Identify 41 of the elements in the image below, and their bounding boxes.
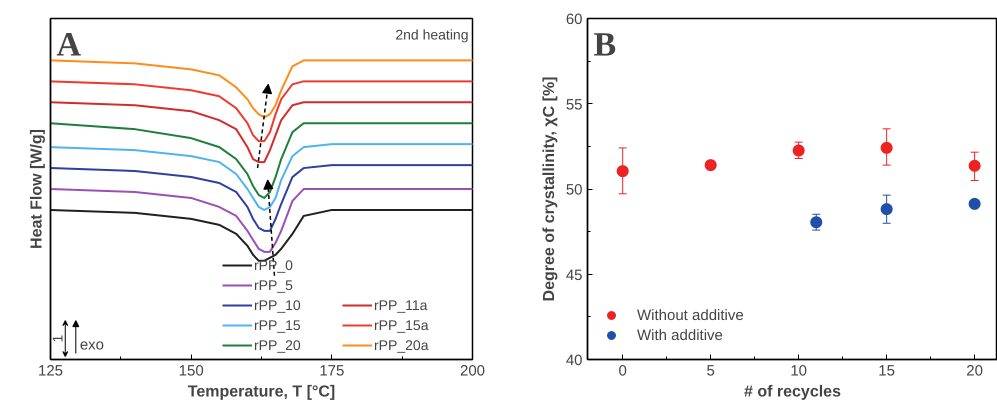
legend-label: rPP_5 xyxy=(254,277,293,293)
y-tick-label: 60 xyxy=(566,11,583,28)
point xyxy=(880,203,893,216)
y-axis-title: Heat Flow [W/g] xyxy=(28,129,46,249)
y-tick-label: 40 xyxy=(566,352,583,369)
x-tick-label: 20 xyxy=(966,362,983,380)
legend-label: rPP_0 xyxy=(254,257,293,273)
x-tick-label: 150 xyxy=(178,362,204,380)
annotation: exo xyxy=(80,336,104,354)
legend-label: rPP_15 xyxy=(254,317,301,333)
x-tick-label: 175 xyxy=(319,362,344,380)
point xyxy=(810,216,822,228)
x-tick-label: 5 xyxy=(706,362,715,380)
annotation: 1 xyxy=(49,334,66,342)
legend-label: Without additive xyxy=(637,306,744,324)
legend-label: rPP_20a xyxy=(374,337,428,353)
point xyxy=(616,165,629,178)
y-tick-label: 45 xyxy=(566,266,583,284)
point xyxy=(968,160,981,172)
x-tick-label: 15 xyxy=(878,362,895,380)
legend-label: With additive xyxy=(637,326,723,344)
legend-label: rPP_20 xyxy=(254,337,301,353)
x-tick-label: 10 xyxy=(790,362,808,380)
y-tick-label: 50 xyxy=(566,182,583,198)
point xyxy=(792,144,805,156)
chart-title: A xyxy=(56,26,82,64)
point xyxy=(968,198,981,210)
point xyxy=(704,159,717,172)
x-tick-label: 0 xyxy=(618,362,627,380)
x-axis-title: Temperature, T [°C] xyxy=(188,384,336,400)
chart-title: B xyxy=(594,26,616,64)
x-tick-label: 200 xyxy=(460,362,486,380)
y-axis-title: Degree of crystallinity, χC [%] xyxy=(540,76,558,302)
legend-label: rPP_15a xyxy=(374,317,428,333)
text: 2nd heating xyxy=(395,26,469,42)
y-tick-label: 55 xyxy=(566,96,583,114)
legend-label: rPP_10 xyxy=(254,297,301,313)
point xyxy=(880,142,893,154)
x-axis-title: # of recycles xyxy=(744,384,842,400)
legend-label: rPP_11a xyxy=(374,297,428,313)
x-tick-label: 125 xyxy=(38,362,64,380)
